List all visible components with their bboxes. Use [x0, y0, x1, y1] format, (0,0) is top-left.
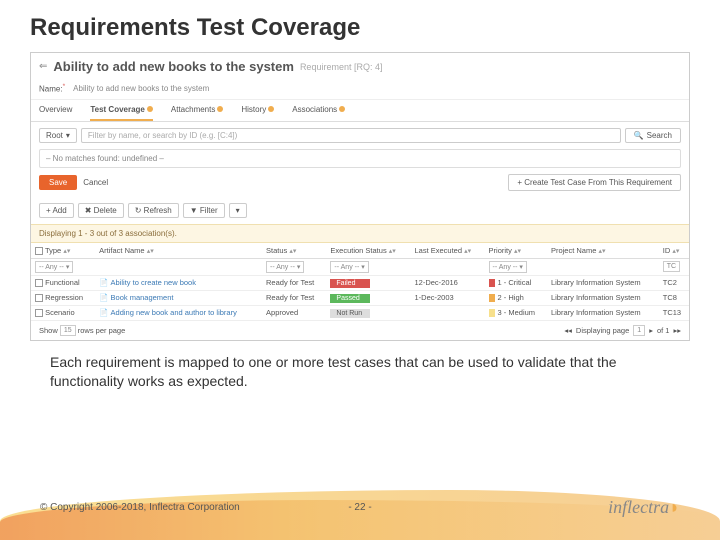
coverage-table: Type ▴▾ Artifact Name ▴▾ Status ▴▾ Execu… [31, 243, 689, 321]
refresh-button[interactable]: ↻ Refresh [128, 203, 179, 218]
page-number: - 22 - [348, 502, 371, 513]
badge-icon [147, 106, 153, 112]
slide-footer: © Copyright 2006-2018, Inflectra Corpora… [0, 497, 720, 518]
filter-expand-button[interactable]: ▾ [229, 203, 247, 218]
cancel-button[interactable]: Cancel [83, 178, 108, 187]
priority-bar [489, 279, 495, 287]
slide-caption: Each requirement is mapped to one or mor… [0, 341, 720, 392]
next-page-icon[interactable]: ▸ [649, 326, 653, 335]
filter-row: Root ▾ Filter by name, or search by ID (… [31, 122, 689, 149]
filter-id[interactable]: TC [663, 261, 680, 272]
add-button[interactable]: + Add [39, 203, 74, 218]
doc-icon: 📄 [99, 308, 108, 317]
exec-status-pill: Passed [330, 294, 370, 303]
display-count: Displaying 1 - 3 out of 3 association(s)… [31, 224, 689, 243]
last-page-icon[interactable]: ▸▸ [673, 326, 681, 335]
tab-overview[interactable]: Overview [39, 100, 72, 121]
priority-bar [489, 294, 495, 302]
artifact-link[interactable]: Adding new book and author to library [111, 308, 237, 317]
badge-icon [339, 106, 345, 112]
tab-test-coverage[interactable]: Test Coverage [90, 100, 153, 121]
col-last[interactable]: Last Executed ▴▾ [410, 243, 484, 259]
no-match-message: – No matches found: undefined – [39, 149, 681, 168]
col-status[interactable]: Status ▴▾ [262, 243, 326, 259]
delete-button[interactable]: ✖ Delete [78, 203, 124, 218]
tab-history[interactable]: History [241, 100, 274, 121]
name-row: Name:* Ability to add new books to the s… [31, 80, 689, 100]
row-checkbox[interactable] [35, 309, 43, 317]
create-test-case-button[interactable]: + Create Test Case From This Requirement [508, 174, 681, 191]
tab-attachments[interactable]: Attachments [171, 100, 223, 121]
prev-page-icon[interactable]: ◂◂ [564, 326, 572, 335]
save-button[interactable]: Save [39, 175, 77, 190]
table-row[interactable]: Regression📄Book managementReady for Test… [31, 290, 689, 305]
filter-status[interactable]: -- Any -- ▾ [266, 261, 304, 273]
exec-status-pill: Not Run [330, 309, 370, 318]
filter-button[interactable]: ▼ Filter [183, 203, 225, 218]
copyright: © Copyright 2006-2018, Inflectra Corpora… [40, 502, 240, 513]
page-input[interactable]: 1 [633, 325, 645, 336]
rows-per-page-select[interactable]: 15 [60, 325, 76, 336]
table-footer: Show 15 rows per page ◂◂ Displaying page… [31, 321, 689, 340]
name-label: Name:* [39, 83, 65, 94]
col-project[interactable]: Project Name ▴▾ [547, 243, 659, 259]
requirement-header: ⇐ Ability to add new books to the system… [31, 53, 689, 80]
artifact-link[interactable]: Ability to create new book [111, 278, 196, 287]
row-checkbox[interactable] [35, 294, 43, 302]
badge-icon [217, 106, 223, 112]
filter-exec[interactable]: -- Any -- ▾ [330, 261, 368, 273]
row-checkbox[interactable] [35, 279, 43, 287]
col-exec[interactable]: Execution Status ▴▾ [326, 243, 410, 259]
table-row[interactable]: Functional📄Ability to create new bookRea… [31, 275, 689, 290]
table-row[interactable]: Scenario📄Adding new book and author to l… [31, 305, 689, 320]
logo: inflectra◗ [608, 497, 680, 518]
doc-icon: 📄 [99, 278, 108, 287]
priority-bar [489, 309, 495, 317]
filter-input[interactable]: Filter by name, or search by ID (e.g. [C… [81, 128, 621, 143]
artifact-link[interactable]: Book management [111, 293, 174, 302]
badge-icon [268, 106, 274, 112]
chevron-down-icon: ▾ [66, 131, 70, 140]
exec-status-pill: Failed [330, 279, 370, 288]
name-value[interactable]: Ability to add new books to the system [73, 84, 209, 93]
root-dropdown[interactable]: Root ▾ [39, 128, 77, 143]
tabs: Overview Test Coverage Attachments Histo… [31, 100, 689, 122]
col-checkbox[interactable]: Type ▴▾ [31, 243, 95, 259]
tab-associations[interactable]: Associations [292, 100, 345, 121]
doc-icon: 📄 [99, 293, 108, 302]
filter-type[interactable]: -- Any -- ▾ [35, 261, 73, 273]
back-icon[interactable]: ⇐ [39, 61, 47, 72]
action-row: Save Cancel + Create Test Case From This… [31, 168, 689, 197]
filter-prio[interactable]: -- Any -- ▾ [489, 261, 527, 273]
toolbar: + Add ✖ Delete ↻ Refresh ▼ Filter ▾ [31, 197, 689, 224]
app-screenshot: ⇐ Ability to add new books to the system… [30, 52, 690, 341]
search-icon: 🔍 [634, 131, 644, 140]
col-artifact[interactable]: Artifact Name ▴▾ [95, 243, 262, 259]
slide-title: Requirements Test Coverage [0, 0, 720, 52]
requirement-title: Ability to add new books to the system [53, 59, 294, 74]
col-id[interactable]: ID ▴▾ [659, 243, 689, 259]
search-button[interactable]: 🔍Search [625, 128, 681, 143]
col-prio[interactable]: Priority ▴▾ [485, 243, 547, 259]
requirement-id: Requirement [RQ: 4] [300, 62, 383, 72]
